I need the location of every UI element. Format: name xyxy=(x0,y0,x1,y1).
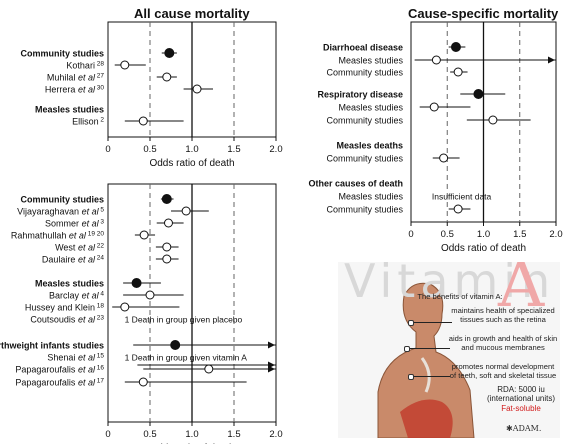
studies-tick-label-0: 0 xyxy=(105,429,110,440)
studies-row-label-7: Barclay et al 4 xyxy=(49,291,104,301)
fat-soluble-text: Fat-soluble xyxy=(501,404,541,413)
studies-row-label-10: Very low birthweight infants studies xyxy=(0,341,104,351)
all-cause-row-label-1: Kothari 28 xyxy=(66,61,104,71)
all-cause-point-3 xyxy=(192,84,202,94)
pointer-line-3 xyxy=(412,376,450,377)
cause-specific-row-label-5: Community studies xyxy=(326,116,403,126)
cause-specific-tick-label-4: 2.0 xyxy=(549,229,562,240)
studies-point-0 xyxy=(161,194,172,204)
studies-point-8 xyxy=(120,302,130,312)
cause-specific-row-label-6: Measles deaths xyxy=(336,141,403,151)
all-cause-x-axis-label: Odds ratio of death xyxy=(149,158,234,169)
studies-tick-label-3: 1.5 xyxy=(227,429,240,440)
studies-row-label-4: West et al 22 xyxy=(55,243,104,253)
all-cause-tick-label-3: 1.5 xyxy=(227,144,240,155)
cause-specific-point-1 xyxy=(431,55,441,65)
pointer-dot-3 xyxy=(408,374,414,380)
studies-row-label-2: Sommer et al 3 xyxy=(45,219,104,229)
cause-specific-point-5 xyxy=(488,115,498,125)
cause-specific-row-label-3: Respiratory disease xyxy=(317,90,403,100)
studies-point-13 xyxy=(138,377,148,387)
cause-specific-point-7 xyxy=(439,153,449,163)
benefit-1: maintains health of specialized tissues … xyxy=(451,306,555,324)
studies-row-label-9: Coutsoudis et al 23 xyxy=(30,315,104,325)
pointer-line-2 xyxy=(408,348,450,349)
vitamin-a-illustration: Vitamin A The benefits of vitamin A: mai… xyxy=(338,262,560,438)
studies-point-7 xyxy=(145,290,155,300)
studies-row-label-3: Rahmathullah et al 19 20 xyxy=(11,231,105,241)
cause-specific-title: Cause-specific mortality xyxy=(408,6,559,21)
cause-specific-row-label-2: Community studies xyxy=(326,68,403,78)
studies-row-note-11: 1 Death in group given vitamin A xyxy=(125,353,248,363)
cause-specific-point-10 xyxy=(453,204,463,214)
cause-specific-tick-label-3: 1.5 xyxy=(513,229,526,240)
studies-row-label-11: Shenai et al 15 xyxy=(47,353,104,363)
cause-specific-point-0 xyxy=(450,42,461,52)
all-cause-row-label-2: Muhilal et al 27 xyxy=(47,73,104,83)
pointer-dot-1 xyxy=(408,320,414,326)
all-cause-tick-label-1: 0.5 xyxy=(143,144,156,155)
all-cause-row-label-4: Measles studies xyxy=(35,105,104,115)
studies-point-2 xyxy=(163,218,173,228)
all-cause-row-label-5: Ellison 2 xyxy=(72,117,104,127)
cause-specific-row-label-1: Measles studies xyxy=(338,56,403,66)
studies-point-3 xyxy=(139,230,149,240)
cause-specific-tick-label-2: 1.0 xyxy=(477,229,490,240)
all-cause-tick-label-4: 2.0 xyxy=(269,144,282,155)
studies-tick-label-1: 0.5 xyxy=(143,429,156,440)
rda-text: RDA: 5000 iu (international units) xyxy=(486,385,556,403)
studies-row-label-6: Measles studies xyxy=(35,279,104,289)
studies-point-1 xyxy=(181,206,191,216)
vitamin-word: Vitamin xyxy=(344,262,556,308)
cause-specific-tick-label-0: 0 xyxy=(408,229,413,240)
all-cause-point-0 xyxy=(164,48,175,58)
cause-specific-row-label-0: Diarrhoeal disease xyxy=(323,43,403,53)
studies-row-label-8: Hussey and Klein 18 xyxy=(25,303,104,313)
studies-point-4 xyxy=(162,242,172,252)
all-cause-tick-label-0: 0 xyxy=(105,144,110,155)
studies-tick-label-4: 2.0 xyxy=(269,429,282,440)
cause-specific-point-2 xyxy=(453,67,463,77)
cause-specific-row-label-10: Community studies xyxy=(326,205,403,215)
studies-point-5 xyxy=(162,254,172,264)
cause-specific-x-axis-label: Odds ratio of death xyxy=(441,243,526,254)
studies-point-6 xyxy=(131,278,142,288)
studies-point-10 xyxy=(170,340,181,350)
adam-logo: ✱ADAM. xyxy=(506,424,542,433)
all-cause-row-label-0: Community studies xyxy=(20,49,104,59)
benefit-2: aids in growth and health of skin and mu… xyxy=(448,334,558,352)
human-figure-illustration xyxy=(377,282,475,438)
studies-row-label-1: Vijayaraghavan et al 5 xyxy=(17,207,104,217)
all-cause-point-2 xyxy=(162,72,172,82)
cause-specific-point-3 xyxy=(473,89,484,99)
studies-row-label-5: Daulaire et al 24 xyxy=(42,255,104,265)
studies-arrow-10 xyxy=(268,341,275,349)
pointer-dot-2 xyxy=(404,346,410,352)
all-cause-point-1 xyxy=(120,60,130,70)
pointer-line-1 xyxy=(412,322,452,323)
cause-specific-arrow-1 xyxy=(548,56,555,64)
studies-row-label-12: Papagaroufalis et al 16 xyxy=(15,365,104,375)
cause-specific-row-label-9: Measles studies xyxy=(338,192,403,202)
cause-specific-tick-label-1: 0.5 xyxy=(441,229,454,240)
cause-specific-row-label-8: Other causes of death xyxy=(308,179,403,189)
all-cause-row-label-3: Herrera et al 30 xyxy=(45,85,104,95)
vitamin-letter: A xyxy=(498,262,545,322)
all-cause-point-5 xyxy=(138,116,148,126)
all-cause-title: All cause mortality xyxy=(134,6,250,21)
cause-specific-row-note-9: Insufficient data xyxy=(432,192,492,202)
cause-specific-point-4 xyxy=(429,102,439,112)
cause-specific-row-label-4: Measles studies xyxy=(338,103,403,113)
studies-row-note-9: 1 Death in group given placebo xyxy=(125,315,243,325)
studies-tick-label-2: 1.0 xyxy=(185,429,198,440)
all-cause-tick-label-2: 1.0 xyxy=(185,144,198,155)
cause-specific-row-label-7: Community studies xyxy=(326,154,403,164)
benefits-title: The benefits of vitamin A: xyxy=(417,292,503,301)
studies-row-label-0: Community studies xyxy=(20,195,104,205)
studies-point-12 xyxy=(204,364,214,374)
studies-arrow-12 xyxy=(268,365,275,373)
benefit-3: promotes normal development of teeth, so… xyxy=(449,362,557,380)
studies-row-label-13: Papagaroufalis et al 17 xyxy=(15,378,104,388)
